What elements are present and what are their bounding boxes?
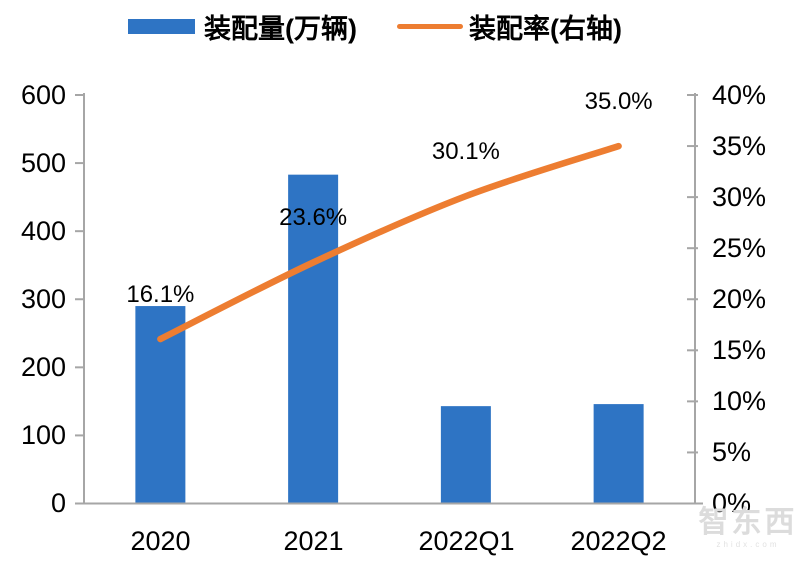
line-data-label-2021: 23.6% <box>279 204 348 232</box>
bar-2022Q1 <box>440 406 491 504</box>
legend-label-bar-series: 装配量(万辆) <box>204 13 357 44</box>
left-axis-tick-500: 500 <box>20 148 66 178</box>
line-data-label-2020: 16.1% <box>126 281 195 309</box>
line-series-swatch-icon <box>397 23 463 29</box>
right-axis-tick-30: 30% <box>712 182 767 212</box>
left-axis-tick-400: 400 <box>20 216 66 246</box>
left-axis-tick-100: 100 <box>20 420 66 450</box>
line-data-label-2022q2: 35.0% <box>584 88 653 116</box>
left-axis-tick-200: 200 <box>20 352 66 382</box>
right-axis-tick-20: 20% <box>712 284 767 314</box>
line-data-label-2022q1: 30.1% <box>431 138 500 166</box>
watermark-url: zhidx.com <box>716 540 780 549</box>
bar-2021 <box>288 174 339 504</box>
x-axis-label-2022q1: 2022Q1 <box>418 526 515 556</box>
bar-series-swatch-icon <box>128 18 195 34</box>
right-axis-tick-25: 25% <box>712 233 767 263</box>
right-axis-tick-5: 5% <box>712 437 752 467</box>
right-axis-tick-15: 15% <box>712 335 767 365</box>
right-axis-tick-10: 10% <box>712 386 767 416</box>
x-axis-label-2021: 2021 <box>283 526 344 556</box>
right-axis-tick-0: 0% <box>712 488 752 518</box>
left-axis-tick-600: 600 <box>20 80 66 110</box>
left-axis-tick-0: 0 <box>50 488 66 518</box>
bar-2022Q2 <box>593 404 644 504</box>
x-axis-label-2022q2: 2022Q2 <box>570 526 667 556</box>
watermark: 智东西 zhidx.com <box>698 506 798 550</box>
right-axis-tick-35: 35% <box>712 131 767 161</box>
x-axis-label-2020: 2020 <box>130 526 191 556</box>
rate-line <box>157 142 622 343</box>
right-axis-tick-40: 40% <box>712 80 767 110</box>
watermark-logo: 智东西 <box>698 506 798 539</box>
legend-item-line-series: 装配率(右轴) <box>397 10 622 44</box>
legend-label-line-series: 装配率(右轴) <box>469 13 622 44</box>
left-axis-tick-300: 300 <box>20 284 66 314</box>
legend-item-bar-series: 装配量(万辆) <box>128 10 357 44</box>
